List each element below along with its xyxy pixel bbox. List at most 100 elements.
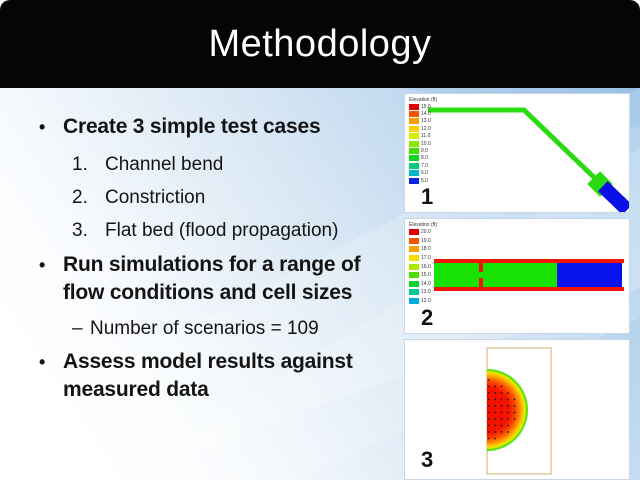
vector-dot <box>500 398 503 401</box>
item-text: Flat bed (flood propagation) <box>105 220 339 241</box>
bank-bottom <box>434 287 624 291</box>
legend-swatch <box>409 289 419 296</box>
velocity-dots <box>487 379 516 440</box>
vector-dot <box>494 392 496 394</box>
legend-entry: 19.0 <box>409 237 437 246</box>
figures-column: Elevation (ft) 15.0 14.0 13.0 12.0 11.0 10.0 9… <box>404 88 630 480</box>
vector-dot <box>494 437 496 440</box>
legend-rows: 15.0 14.0 13.0 12.0 11.0 10.0 9.0 8.0 7.0 6.0 5.0 <box>409 103 437 184</box>
slide-title: Methodology <box>208 22 432 65</box>
vector-dot <box>494 405 496 407</box>
vector-dot <box>500 385 503 388</box>
figure-channel-bend: Elevation (ft) 15.0 14.0 13.0 12.0 11.0 10.0 9… <box>404 93 630 213</box>
vector-dot <box>494 411 496 414</box>
vector-dot <box>513 411 516 414</box>
legend-value: 16.0 <box>421 263 431 270</box>
bullet-marker: • <box>39 352 46 372</box>
vector-dot <box>487 411 490 414</box>
legend-swatch <box>409 229 419 236</box>
vector-dot <box>494 424 496 427</box>
legend-swatch <box>409 237 419 244</box>
legend-entry: 6.0 <box>409 170 437 177</box>
vector-dot <box>513 405 516 407</box>
bullet-item-test-cases: • Create 3 simple test cases <box>30 113 375 141</box>
legend-value: 10.0 <box>421 140 431 147</box>
item-text: Constriction <box>105 187 206 208</box>
numbered-item-constriction: 2. Constriction <box>30 185 205 211</box>
bullet-text: Assess model results against measured da… <box>63 350 353 401</box>
legend-entry: 14.0 <box>409 280 437 289</box>
legend-swatch <box>409 170 419 177</box>
legend-value: 5.0 <box>421 177 428 184</box>
legend-entry: 10.0 <box>409 140 437 147</box>
legend-entry: 7.0 <box>409 162 437 169</box>
vector-dot <box>494 418 496 420</box>
legend-swatch <box>409 125 419 132</box>
legend-value: 13.0 <box>421 118 431 125</box>
constriction-plot <box>434 259 624 291</box>
color-legend: Elevation (ft) 20.0 19.0 18.0 17.0 16.0 15.0 1… <box>409 222 437 305</box>
constriction-notch-bottom <box>479 278 483 287</box>
flood-front <box>487 369 528 451</box>
figure-constriction: Elevation (ft) 20.0 19.0 18.0 17.0 16.0 15.0 1… <box>404 218 630 334</box>
vector-dot <box>487 385 490 388</box>
legend-entry: 16.0 <box>409 262 437 271</box>
vector-dot <box>487 398 490 401</box>
bullet-item-run-simulations: • Run simulations for a range of flow co… <box>30 251 375 307</box>
vector-dot <box>500 405 503 407</box>
numbered-item-flat-bed: 3. Flat bed (flood propagation) <box>30 218 338 244</box>
legend-value: 13.0 <box>421 289 431 296</box>
legend-rows: 20.0 19.0 18.0 17.0 16.0 15.0 14.0 13.0 12.0 <box>409 228 437 305</box>
constriction-notch-top <box>479 263 483 272</box>
water-blue <box>557 263 622 287</box>
outlet-block <box>597 181 629 212</box>
numbered-item-channel-bend: 1. Channel bend <box>30 152 223 178</box>
legend-entry: 8.0 <box>409 155 437 162</box>
vector-dot <box>500 411 503 414</box>
legend-swatch <box>409 140 419 147</box>
legend-swatch <box>409 246 419 253</box>
bullet-list: • Create 3 simple test cases 1. Channel … <box>30 88 385 480</box>
vector-dot <box>494 398 496 401</box>
legend-swatch <box>409 263 419 270</box>
item-number: 2. <box>72 187 88 208</box>
legend-swatch <box>409 177 419 184</box>
legend-value: 11.0 <box>421 133 431 140</box>
legend-value: 12.0 <box>421 298 431 305</box>
vector-dot <box>507 418 509 420</box>
bullet-text: Run simulations for a range of flow cond… <box>63 253 361 304</box>
legend-value: 15.0 <box>421 103 431 110</box>
figure-number: 1 <box>421 184 434 209</box>
legend-title: Elevation (ft) <box>409 97 438 103</box>
bullet-marker: • <box>39 255 46 275</box>
vector-dot <box>487 379 490 381</box>
item-text: Channel bend <box>105 154 224 175</box>
legend-entry: 15.0 <box>409 271 437 280</box>
legend-swatch <box>409 280 419 287</box>
vector-dot <box>513 418 516 420</box>
legend-entry: 13.0 <box>409 288 437 297</box>
vector-dot <box>487 424 490 427</box>
legend-value: 9.0 <box>421 148 428 155</box>
legend-entry: 12.0 <box>409 125 437 132</box>
vector-dot <box>487 437 490 440</box>
bullet-text: Create 3 simple test cases <box>63 115 321 138</box>
vector-dot <box>513 398 516 401</box>
legend-entry: 18.0 <box>409 245 437 254</box>
legend-value: 14.0 <box>421 111 431 118</box>
legend-entry: 17.0 <box>409 254 437 263</box>
item-number: 1. <box>72 154 88 175</box>
flood-plot <box>486 347 552 475</box>
dash-marker: – <box>72 318 83 339</box>
slide-content: • Create 3 simple test cases 1. Channel … <box>0 88 640 480</box>
legend-entry: 20.0 <box>409 228 437 237</box>
legend-swatch <box>409 103 419 110</box>
legend-swatch <box>409 155 419 162</box>
bank-top <box>434 259 624 263</box>
legend-swatch <box>409 133 419 140</box>
legend-value: 8.0 <box>421 155 428 162</box>
legend-entry: 5.0 <box>409 177 437 184</box>
vector-dot <box>507 398 509 401</box>
vector-dot <box>500 392 503 394</box>
